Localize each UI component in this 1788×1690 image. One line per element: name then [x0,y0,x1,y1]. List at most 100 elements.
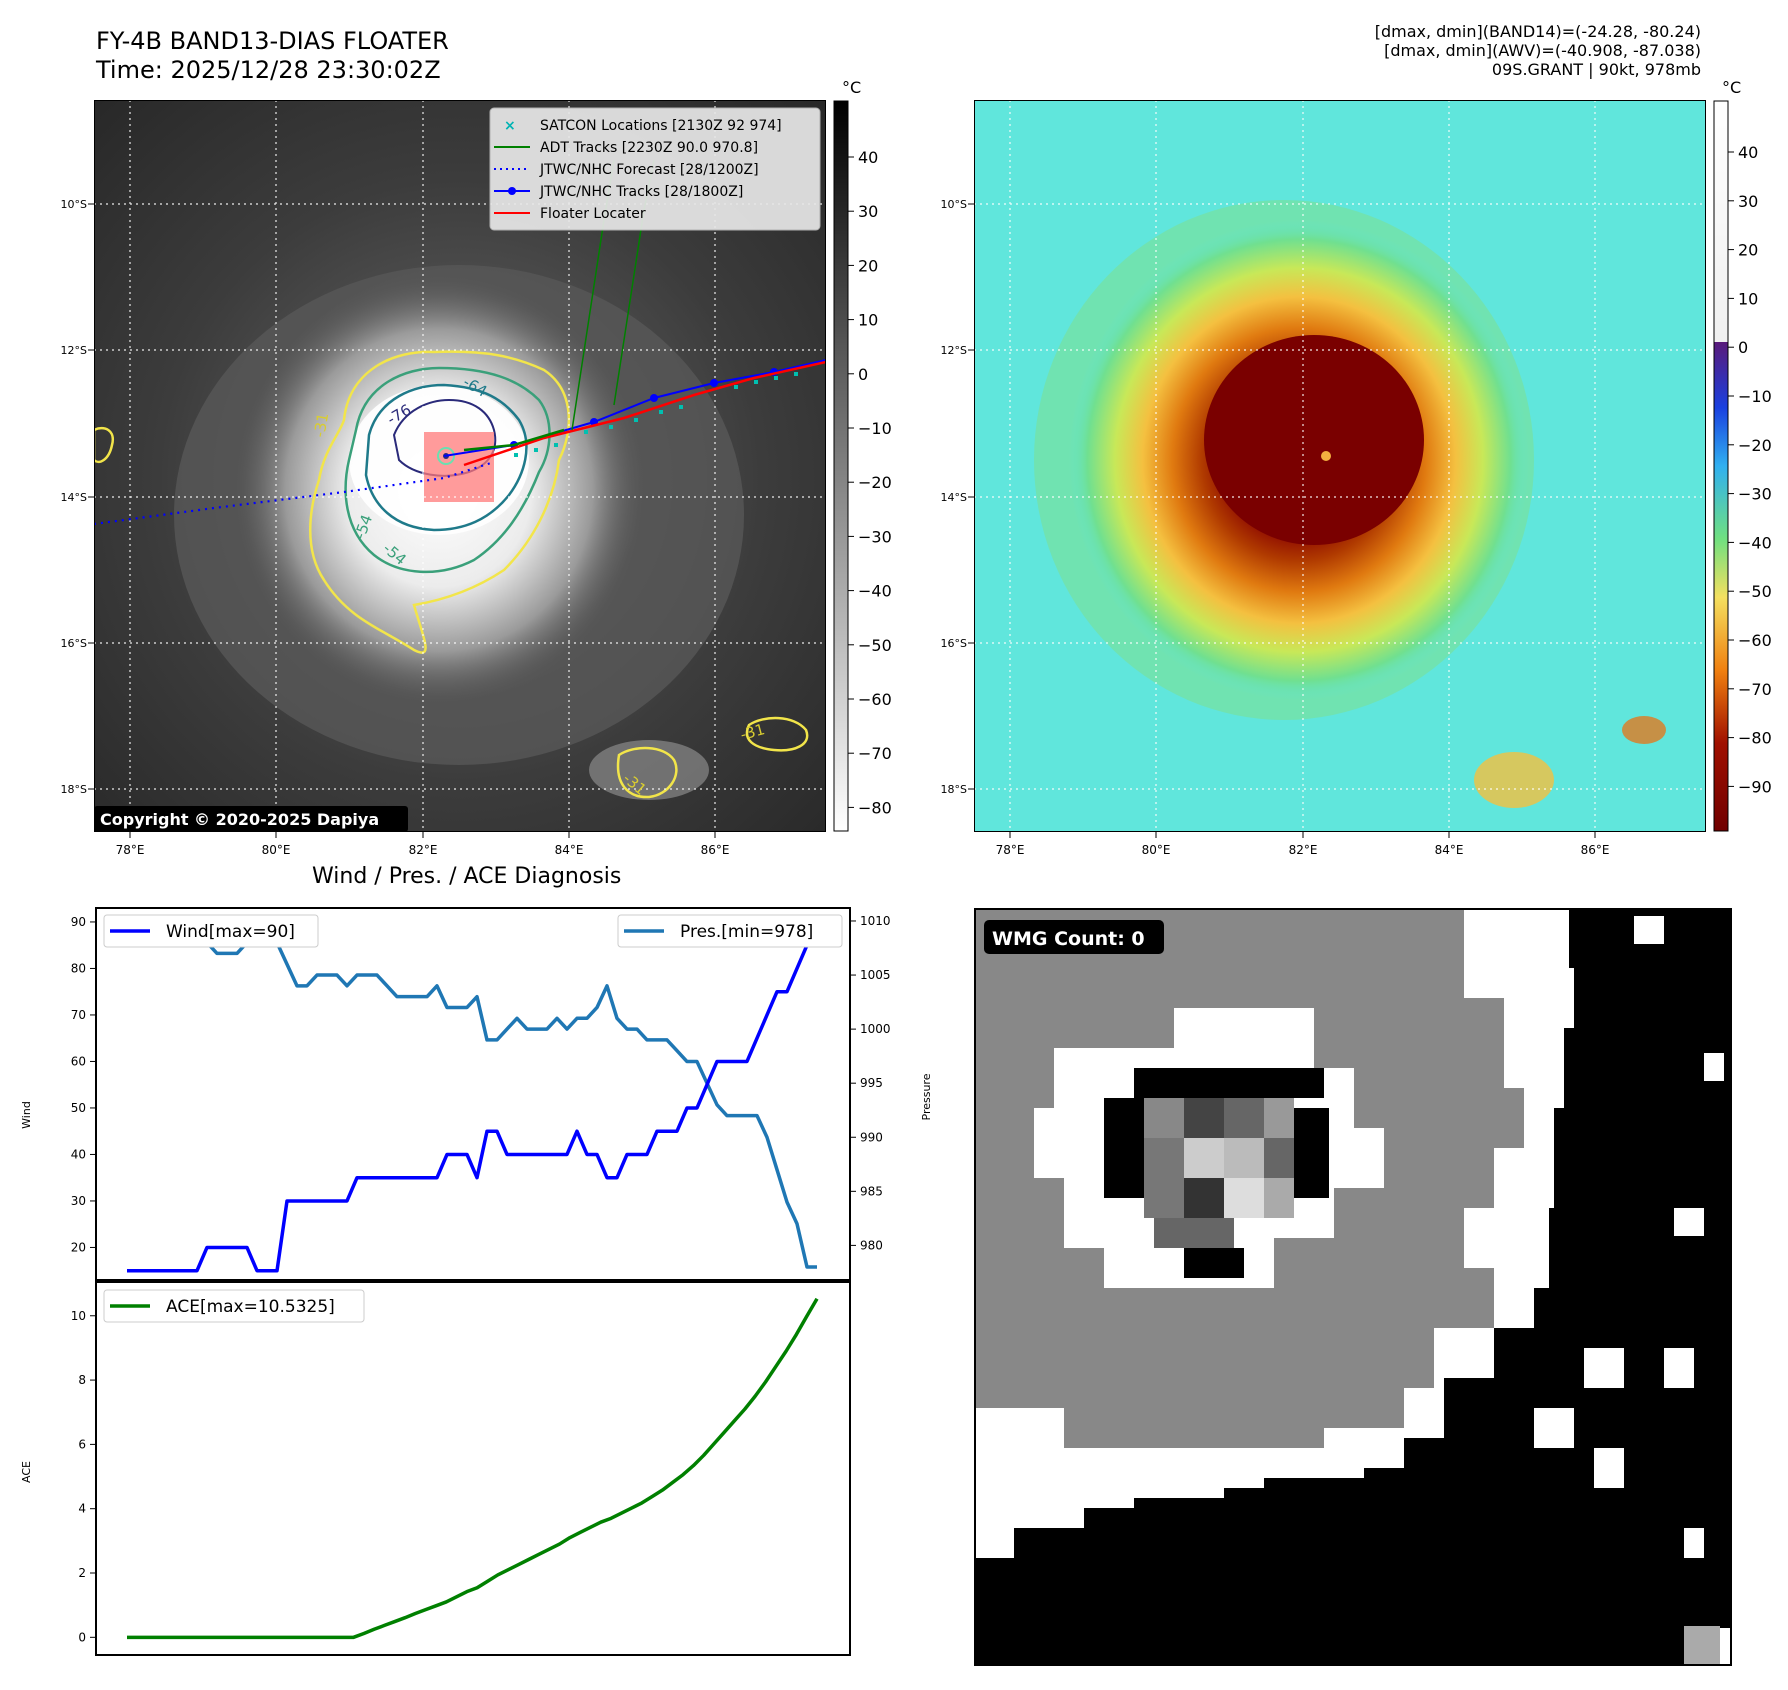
ace-ticklabel: 4 [78,1502,86,1516]
ir-band13-map: -76 -64 -54 -54 -31 -31 -31 × SATCON Loc… [94,100,826,832]
wind-ticklabel: 50 [71,1101,86,1115]
lat-tick: 12°S [941,344,967,357]
ace-ticklabel: 8 [78,1373,86,1387]
ace-series-line [127,1297,819,1640]
gray-colorbar-ticklabel: −20 [858,473,892,492]
map-legend: × SATCON Locations [2130Z 92 974] ADT Tr… [489,107,821,231]
storm-info: [dmax, dmin](BAND14)=(-24.28, -80.24) [d… [1375,22,1701,79]
gray-colorbar-ticklabel: 30 [858,202,878,221]
lon-tick: 80°E [262,843,291,857]
lat-tick: 18°S [61,783,87,796]
ace-ticklabel: 2 [78,1566,86,1580]
contour-label: -31 [310,411,332,438]
contour-small-cell-1 [616,746,678,799]
legend-jtwc-forecast: JTWC/NHC Forecast [28/1200Z] [539,162,759,178]
awv-colorbar: 40 30 20 10 0 −10 −20 −30 −40 −50 −60 −70 −80 −90 [1713,100,1772,832]
ace-legend-label: ACE[max=10.5325] [166,1297,335,1317]
wmg-panel: WMG Count: 0 [974,908,1732,1666]
wind-series-line [127,921,819,1273]
lon-tick: 84°E [1435,843,1464,857]
left-map-lon-axis: 78°E 80°E 82°E 84°E 86°E [116,832,729,857]
lat-tick: 12°S [61,344,87,357]
lon-tick: 82°E [1289,843,1318,857]
contour-label: -31 [738,720,766,744]
ace-ticklabel: 6 [78,1437,86,1451]
legend-adt: ADT Tracks [2230Z 90.0 970.8] [540,140,758,156]
copyright-text: Copyright © 2020-2025 Dapiya [100,810,379,829]
svg-text:×: × [504,118,516,134]
gray-colorbar-ticklabel: 10 [858,311,878,330]
left-map-lat-axis: 10°S 12°S 14°S 16°S 18°S [61,198,94,796]
pressure-axis-label: Pressure [920,1073,933,1120]
legend-jtwc-tracks: JTWC/NHC Tracks [28/1800Z] [539,184,743,200]
contour-small-cell-2 [745,716,809,752]
color-colorbar-ticklabel: 0 [1738,338,1748,357]
floater-locater-box [424,432,494,502]
lon-tick: 82°E [409,843,438,857]
ace-axis-label: ACE [20,1461,33,1483]
lon-tick: 84°E [555,843,584,857]
lon-tick: 80°E [1142,843,1171,857]
color-colorbar-ticklabel: −10 [1738,387,1772,406]
color-colorbar-ticklabel: −70 [1738,680,1772,699]
right-map-lon-axis: 78°E 80°E 82°E 84°E 86°E [996,832,1610,857]
contour-minus54 [344,366,551,574]
ace-ticklabel: 10 [71,1309,86,1323]
wind-axis-label: Wind [20,1101,33,1129]
color-colorbar-ticklabel: 30 [1738,192,1758,211]
contour-minus31 [309,350,570,654]
lat-tick: 10°S [61,198,87,211]
color-colorbar-ticklabel: 10 [1738,289,1758,308]
right-map-lat-axis: 10°S 12°S 14°S 16°S 18°S [941,198,974,796]
ace-panel: ACE 0 2 4 6 8 10 ACE[max=10.5325] [20,1281,851,1656]
wind-legend: Wind[max=90] [103,914,319,948]
info-line-1: [dmax, dmin](BAND14)=(-24.28, -80.24) [1374,22,1701,41]
gray-colorbar-ticklabel: −10 [858,419,892,438]
title-line-1: FY-4B BAND13-DIAS FLOATER [96,27,449,55]
legend-floater: Floater Locater [540,206,646,222]
color-colorbar-ticklabel: −80 [1738,729,1772,748]
wmg-black-region [974,908,1732,1666]
gray-colorbar-ticklabel: −80 [858,798,892,817]
lon-tick: 86°E [1581,843,1610,857]
color-colorbar-ticklabel: 40 [1738,143,1758,162]
ace-legend: ACE[max=10.5325] [103,1289,365,1323]
gray-colorbar-ticklabel: −40 [858,582,892,601]
contour-minus64 [364,383,528,532]
wind-ticklabel: 30 [71,1194,86,1208]
gray-colorbar-ticklabel: 0 [858,365,868,384]
lat-tick: 14°S [941,491,967,504]
wind-ticklabel: 40 [71,1147,86,1161]
gray-colorbar-unit: °C [842,78,862,97]
pressure-ticklabel: 995 [860,1076,883,1090]
pressure-series-line [127,930,817,1269]
floater-locater-track [463,360,826,467]
gray-colorbar: 40 30 20 10 0 −10 −20 −30 −40 −50 −60 −70 −80 [833,100,892,832]
gray-colorbar-ticklabel: −50 [858,636,892,655]
wind-ticklabel: 20 [71,1240,86,1254]
wind-ticklabel: 80 [71,961,86,975]
gray-colorbar-ticklabel: −70 [858,744,892,763]
wind-ticklabel: 90 [71,915,86,929]
wmg-count-label: WMG Count: 0 [992,928,1145,950]
pressure-ticklabel: 990 [860,1130,883,1144]
legend-satcon: SATCON Locations [2130Z 92 974] [540,118,782,134]
wind-ticklabel: 60 [71,1054,86,1068]
color-colorbar-ticklabel: −40 [1738,533,1772,552]
pressure-legend-label: Pres.[min=978] [680,922,813,942]
ace-ticklabel: 0 [78,1630,86,1644]
color-colorbar-ticklabel: 20 [1738,241,1758,260]
color-colorbar-ticklabel: −60 [1738,631,1772,650]
color-colorbar-ticklabel: −30 [1738,485,1772,504]
lat-tick: 16°S [941,637,967,650]
copyright-box [94,806,408,832]
gray-colorbar-ticklabel: −30 [858,527,892,546]
gray-colorbar-ticklabel: 20 [858,256,878,275]
pressure-ticklabel: 1000 [860,1022,891,1036]
color-colorbar-unit: °C [1722,78,1742,97]
awv-gridlines [974,100,1706,832]
lon-tick: 78°E [996,843,1025,857]
color-colorbar-ticklabel: −20 [1738,436,1772,455]
color-colorbar-ticklabel: −90 [1738,777,1772,796]
lat-tick: 10°S [941,198,967,211]
